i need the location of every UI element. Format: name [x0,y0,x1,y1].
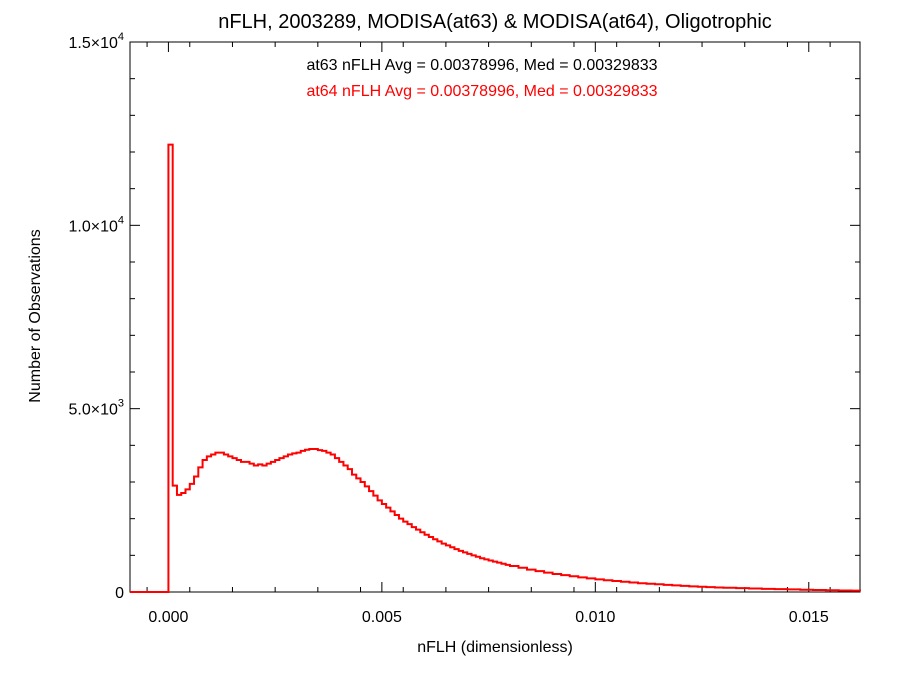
series-at63-at64-histogram [130,143,861,593]
y-tick-label: 1.0×104 [68,214,124,235]
annotation-at63-stats: at63 nFLH Avg = 0.00378996, Med = 0.0032… [306,57,657,74]
x-tick-label: 0.010 [575,609,615,626]
x-tick-label: 0.000 [148,609,188,626]
annotation-at64-stats: at64 nFLH Avg = 0.00378996, Med = 0.0032… [306,83,657,100]
x-axis-ticks: 0.000 0.005 0.010 0.015 [146,42,831,626]
x-tick-label: 0.005 [362,609,402,626]
chart-title: nFLH, 2003289, MODISA(at63) & MODISA(at6… [218,11,772,33]
x-axis-label: nFLH (dimensionless) [417,639,573,656]
y-tick-label: 1.5×104 [68,31,124,52]
y-tick-label: 5.0×103 [68,398,124,419]
y-tick-label: 0 [115,585,124,602]
y-axis-label: Number of Observations [27,229,44,402]
x-tick-label: 0.015 [789,609,829,626]
y-axis-ticks: 0 5.0×103 1.0×104 1.5×104 [68,31,860,602]
plot-frame [129,41,861,593]
